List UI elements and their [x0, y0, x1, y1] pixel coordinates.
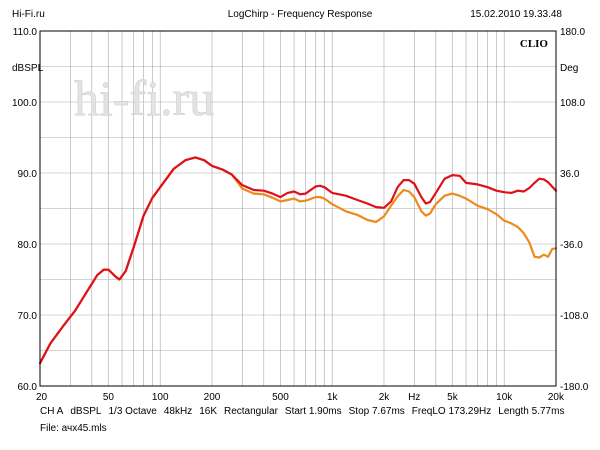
series-line-red: [38, 156, 558, 365]
smoothing: 1/3 Octave: [108, 406, 157, 417]
unit: dBSPL: [70, 406, 102, 417]
site-name: Hi-Fi.ru: [12, 9, 45, 20]
y-tick-label: 110.0: [13, 27, 38, 38]
measurement-info: CH A dBSPL 1/3 Octave 48kHz 16K Rectangular St…: [40, 406, 571, 417]
y2-tick-label: -180.0: [560, 382, 589, 393]
y2-tick-label: 36.0: [560, 169, 580, 180]
y-tick-label: 100.0: [12, 98, 37, 109]
y2-tick-label: -108.0: [560, 311, 589, 322]
x-tick-label: 50: [103, 392, 115, 403]
clio-logo: CLIO: [520, 38, 549, 50]
y2-tick-label: 180.0: [560, 27, 585, 38]
fft-size: 16K: [199, 406, 217, 417]
series-line-orange: [38, 156, 558, 365]
y-tick-label: 60.0: [18, 382, 38, 393]
timestamp: 15.02.2010 19.33.48: [470, 9, 562, 20]
watermark: hi-fi.ru: [74, 70, 214, 126]
y-tick-label: 70.0: [18, 311, 38, 322]
y2-tick-labels: -180.0 -108.0 -36.0 36.0 108.0 180.0: [560, 27, 589, 393]
window-type: Rectangular: [224, 406, 278, 417]
y2-tick-label: 108.0: [560, 98, 585, 109]
x-tick-label: 500: [272, 392, 289, 403]
y-tick-label: 80.0: [18, 240, 38, 251]
y-tick-labels: 60.0 70.0 80.0 90.0 100.0 110.0: [12, 27, 37, 393]
x-tick-label: Hz: [408, 392, 420, 403]
x-tick-label: 20: [36, 392, 48, 403]
y2-tick-label: -36.0: [560, 240, 583, 251]
file-name: File: ачх45.mls: [40, 423, 107, 434]
channel: CH A: [40, 406, 64, 417]
plot-frame: [39, 30, 557, 387]
window-title: LogChirp - Frequency Response: [227, 9, 373, 20]
x-tick-label: 5k: [447, 392, 459, 403]
x-tick-label: 1k: [327, 392, 339, 403]
x-tick-label: 20k: [548, 392, 565, 403]
x-tick-label: 10k: [496, 392, 513, 403]
major-gridlines: [40, 66, 556, 351]
x-tick-label: 2k: [379, 392, 391, 403]
y-tick-label: 90.0: [18, 169, 38, 180]
y2-axis-label: Deg: [560, 63, 578, 74]
start-time: Start 1.90ms: [284, 406, 342, 417]
x-tick-label: 200: [204, 392, 221, 403]
x-tick-label: 100: [152, 392, 169, 403]
length: Length 5.77ms: [498, 406, 565, 417]
series-group: [38, 156, 558, 365]
stop-time: Stop 7.67ms: [348, 406, 405, 417]
x-tick-labels: 20 50 100 200 500 1k 2k Hz 5k 10k 20k: [36, 392, 565, 403]
y-axis-label: dBSPL: [12, 63, 44, 74]
freq-lo: FreqLO 173.29Hz: [411, 406, 492, 417]
sample-rate: 48kHz: [163, 406, 193, 417]
